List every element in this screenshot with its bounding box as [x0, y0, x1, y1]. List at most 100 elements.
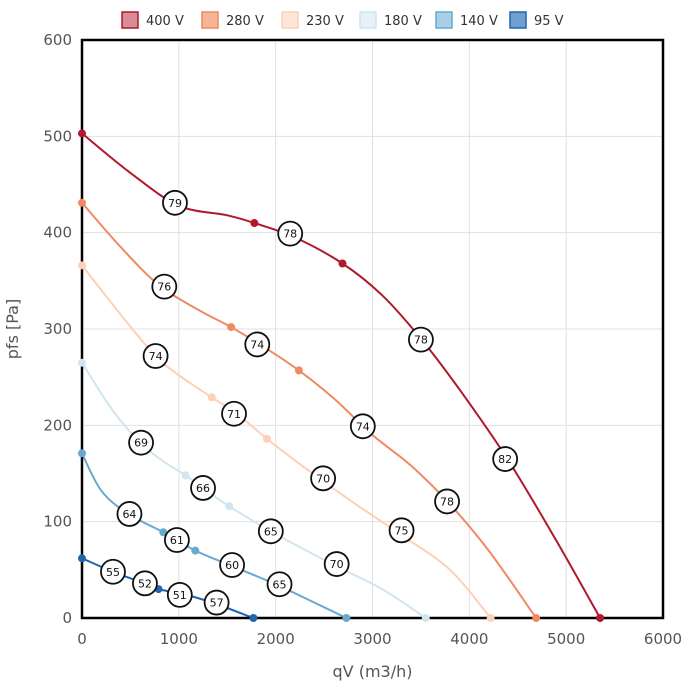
badge-label: 74: [149, 350, 163, 363]
data-point-400v: [338, 259, 347, 268]
badge-circle: [349, 413, 376, 440]
badge-circle: [221, 400, 247, 427]
plot-border: [80, 38, 665, 620]
x-tick-label: 5000: [547, 630, 585, 648]
badge-circle: [116, 501, 143, 527]
data-point-280v: [294, 366, 303, 375]
badge-label: 65: [264, 525, 278, 538]
badge-label: 64: [122, 508, 136, 521]
series-curves: [81, 132, 601, 619]
data-point-230v: [207, 393, 216, 402]
efficiency-badge: 78: [434, 488, 460, 515]
legend-swatch: [281, 11, 299, 29]
badge-circle: [244, 331, 271, 358]
badge-label: 78: [440, 495, 454, 508]
badge-label: 51: [173, 589, 187, 602]
efficiency-badge: 61: [163, 527, 190, 553]
badge-circle: [492, 446, 519, 472]
data-point-95v: [249, 614, 258, 622]
badge-label: 65: [273, 578, 287, 591]
badge-circle: [190, 475, 216, 501]
legend-item-140v[interactable]: 140 V: [435, 11, 498, 29]
badge-circle: [162, 189, 188, 216]
badge-circle: [408, 326, 434, 353]
y-tick-label: 200: [43, 416, 72, 434]
badge-label: 78: [283, 228, 297, 241]
data-point-180v: [421, 614, 430, 622]
badge-label: 52: [138, 577, 152, 590]
badge-label: 79: [168, 197, 182, 210]
badge-label: 57: [210, 597, 224, 610]
legend-label: 180 V: [384, 14, 422, 29]
data-point-230v: [262, 434, 271, 443]
legend-swatch: [435, 11, 453, 29]
efficiency-badge: 57: [203, 589, 230, 616]
badge-circle: [310, 465, 337, 492]
badge-label: 61: [170, 534, 184, 547]
x-tick-label: 4000: [450, 630, 488, 648]
badge-label: 75: [395, 524, 409, 537]
badge-label: 55: [106, 566, 120, 579]
legend-label: 280 V: [226, 14, 264, 29]
legend-item-95v[interactable]: 95 V: [509, 11, 564, 29]
efficiency-badge: 69: [128, 429, 154, 456]
series-line-280v: [81, 202, 537, 619]
efficiency-badge: 78: [277, 220, 304, 247]
badge-label: 70: [316, 472, 330, 485]
badge-label: 69: [134, 437, 148, 450]
legend-item-230v[interactable]: 230 V: [281, 11, 344, 29]
efficiency-badge: 79: [162, 189, 188, 216]
efficiency-badge: 74: [349, 413, 376, 440]
badge-circle: [132, 570, 158, 597]
legend[interactable]: 400 V 280 V 230 V 180 V 140 V 95 V: [121, 11, 564, 29]
badge-label: 60: [225, 559, 239, 572]
badge-circle: [142, 343, 169, 369]
badge-circle: [266, 571, 293, 598]
efficiency-badge: 75: [388, 517, 415, 544]
legend-item-280v[interactable]: 280 V: [201, 11, 264, 29]
badge-label: 70: [330, 558, 344, 571]
badge-label: 74: [356, 420, 370, 433]
efficiency-badge: 76: [151, 273, 178, 300]
legend-swatch: [359, 11, 377, 29]
data-point-140v: [342, 614, 351, 622]
badge-circle: [166, 581, 193, 608]
legend-item-400v[interactable]: 400 V: [121, 11, 184, 29]
data-point-140v: [78, 449, 86, 458]
badge-label: 66: [196, 482, 210, 495]
y-tick-label: 500: [43, 127, 72, 145]
badge-label: 78: [414, 334, 428, 347]
legend-label: 95 V: [534, 14, 564, 29]
efficiency-badge: 55: [100, 558, 126, 585]
efficiency-badge: 82: [492, 446, 519, 472]
y-tick-label: 400: [43, 224, 72, 242]
x-axis-title: qV (m3/h): [333, 662, 413, 681]
efficiency-badge: 74: [244, 331, 271, 358]
x-tick-label: 2000: [257, 630, 295, 648]
data-point-400v: [78, 129, 86, 138]
legend-swatch: [509, 11, 527, 29]
series-line-400v: [81, 132, 601, 619]
legend-item-180v[interactable]: 180 V: [359, 11, 422, 29]
badge-circle: [257, 518, 284, 545]
axis-ticks: 0 1000 2000 3000 4000 5000 6000 0 100 200 300 400 50…: [43, 31, 682, 648]
badge-circle: [434, 488, 460, 515]
y-tick-label: 300: [43, 320, 72, 338]
data-point-230v: [486, 614, 495, 622]
badge-circle: [151, 273, 178, 300]
legend-swatch: [121, 11, 139, 29]
series-points: [78, 129, 605, 622]
x-tick-label: 6000: [644, 630, 682, 648]
badge-circle: [323, 551, 350, 577]
badge-circle: [163, 527, 190, 553]
efficiency-badges: 79 78 78 82 76 74 74 78 74 71 70 75 69 66 65 70 64 61 60 65…: [100, 189, 519, 616]
y-axis-title: pfs [Pa]: [3, 299, 22, 359]
plot-frame: [80, 38, 665, 620]
efficiency-badge: 71: [221, 400, 247, 427]
efficiency-badge: 78: [408, 326, 434, 353]
badge-circle: [388, 517, 415, 544]
legend-label: 140 V: [460, 14, 498, 29]
data-point-280v: [532, 614, 541, 622]
